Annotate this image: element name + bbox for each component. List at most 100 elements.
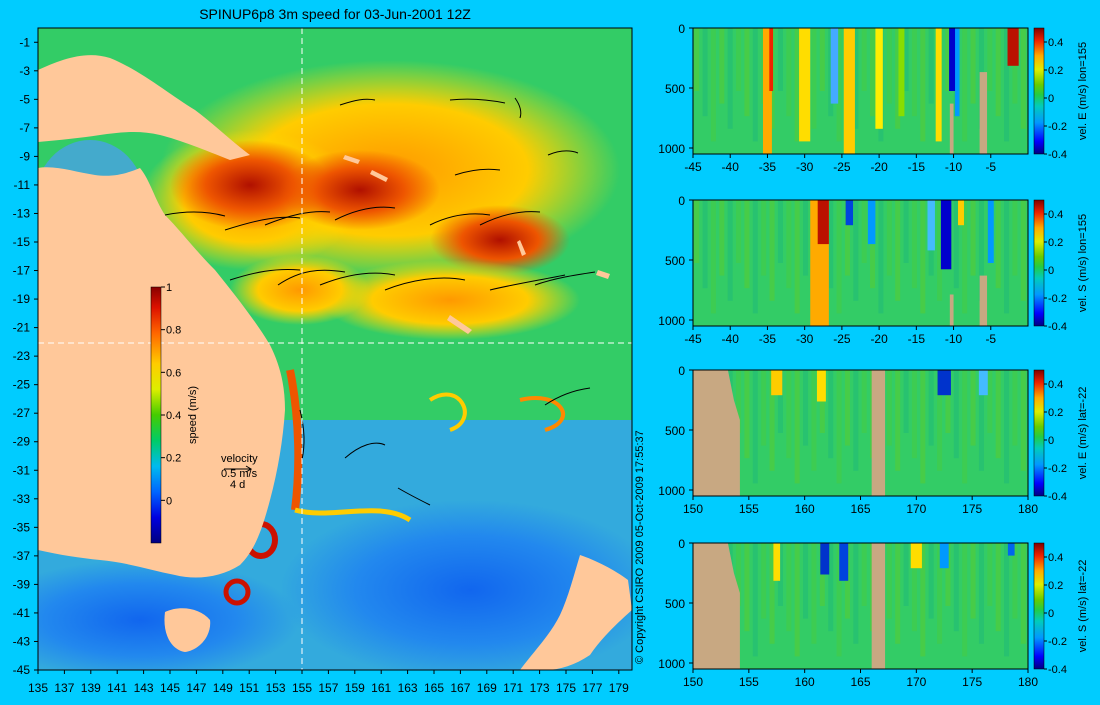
section-x-tick-label: 160 [795, 675, 815, 689]
section-stripe [744, 200, 750, 289]
section-stripe [920, 370, 926, 484]
map-lat-tick-label: -9 [19, 149, 30, 163]
section-stripe [828, 200, 834, 289]
map-lon-tick-label: 151 [239, 681, 259, 695]
speed-colorbar-tick-label: 1 [166, 282, 172, 294]
section-x-tick-label: 180 [1018, 502, 1038, 516]
section-stripe [995, 200, 1001, 289]
section-feature [1007, 543, 1015, 556]
map-lat-tick-label: -31 [13, 463, 31, 477]
section-stripe [920, 200, 926, 314]
map-lat-tick-label: -43 [13, 634, 31, 648]
section-stripe [903, 370, 909, 433]
section-stripe [736, 370, 742, 433]
section-feature [898, 28, 905, 117]
map-eddy-4 [519, 396, 566, 432]
section-frame [692, 27, 1029, 155]
land-fiji [596, 270, 610, 279]
section-colorbar-tick-label: 0 [1048, 435, 1054, 447]
section-panel-lat22-south: 150 155 160 165 170 175 180 0 500 1000 0.4 0.2 0 -0.2… [658, 537, 1089, 689]
map-eac-separation [294, 507, 412, 523]
section-stripe [895, 543, 901, 644]
velocity-arrow [224, 216, 301, 231]
map-lat-tick-label: -21 [13, 321, 31, 335]
map-lon-tick-label: 163 [398, 681, 418, 695]
section-stripe [794, 200, 800, 314]
map-lon-tick-label: 145 [160, 681, 180, 695]
map-lat-tick-label: -23 [13, 349, 31, 363]
section-stripe [995, 370, 1001, 459]
section-stripe [752, 370, 758, 484]
section-feature [769, 28, 774, 91]
section-colorbar-tick-label: -0.2 [1048, 121, 1067, 133]
section-feature [937, 370, 951, 396]
map-lat-tick-label: -13 [13, 206, 31, 220]
section-stripe [727, 28, 733, 129]
map-lon-tick-label: 179 [609, 681, 629, 695]
section-stripe [886, 543, 892, 619]
velocity-arrow [264, 211, 331, 226]
section-x-tick-label: -5 [985, 332, 996, 346]
map-lon-tick-label: 161 [371, 681, 391, 695]
section-stripe [911, 200, 917, 289]
section-x-tick-label: -5 [985, 160, 996, 174]
section-stripe [761, 543, 767, 619]
section-stripe [970, 28, 976, 104]
section-stripe [903, 28, 909, 91]
map-lon-tick-label: 173 [530, 681, 550, 695]
section-stripe [786, 200, 792, 289]
map-lon-tick-label: 139 [81, 681, 101, 695]
section-land [949, 294, 954, 326]
section-stripe [861, 370, 867, 433]
section-stripe [962, 28, 968, 142]
section-stripe [836, 370, 842, 484]
map-lat-tick-label: -27 [13, 406, 31, 420]
section-stripe [1020, 200, 1026, 301]
section-stripe [727, 200, 733, 301]
section-colorbar-tick-label: 0.4 [1048, 552, 1063, 564]
section-colorbar-label: vel. S (m/s) lon=155 [1077, 214, 1089, 312]
section-stripe [777, 200, 783, 263]
section-stripe [928, 543, 934, 619]
section-stripe [928, 28, 934, 104]
section-stripe [777, 543, 783, 606]
section-y-tick-label: 500 [665, 82, 685, 96]
section-feature [771, 370, 783, 396]
section-feature [939, 543, 949, 569]
section-x-tick-label: -15 [908, 160, 926, 174]
section-stripe [1004, 370, 1010, 484]
section-x-tick-label: -30 [796, 160, 814, 174]
section-x-tick-label: -35 [759, 160, 777, 174]
section-x-tick-label: -35 [759, 332, 777, 346]
land-tasmania [164, 608, 211, 652]
section-x-tick-label: -25 [833, 160, 851, 174]
velocity-arrow [547, 150, 579, 156]
section-stripe [978, 370, 984, 471]
velocity-legend-time: 4 d [230, 479, 245, 491]
section-stripe [811, 28, 817, 129]
speed-colorbar-tick-label: 0 [166, 495, 172, 507]
speed-colorbar: 1 0.8 0.6 0.4 0.2 0 speed (m/s) [150, 282, 199, 544]
section-stripe [937, 370, 943, 471]
section-stripe [920, 543, 926, 657]
section-stripe [736, 200, 742, 263]
map-lat-tick-label: -37 [13, 549, 31, 563]
section-stripe [987, 28, 993, 91]
section-stripe [828, 370, 834, 459]
section-stripe [861, 543, 867, 606]
section-stripe [1004, 28, 1010, 142]
section-colorbar-tick-label: -0.4 [1048, 149, 1067, 161]
section-colorbar-tick-label: 0.4 [1048, 209, 1063, 221]
section-stripe [803, 200, 809, 276]
section-stripe [777, 28, 783, 91]
velocity-arrow [334, 206, 396, 221]
map-warm-sej [320, 260, 580, 340]
section-colorbar-tick-label: 0 [1048, 608, 1054, 620]
section-stripe [769, 370, 775, 471]
section-feature [875, 28, 883, 129]
section-feature [978, 370, 988, 396]
map-lat-axis: -1 -3 -5 -7 -9 -11 -13 -15 -17 -19 -21 -23 -25 -27 -29… [13, 35, 38, 677]
section-feature [843, 28, 855, 154]
section-feature [839, 543, 849, 581]
